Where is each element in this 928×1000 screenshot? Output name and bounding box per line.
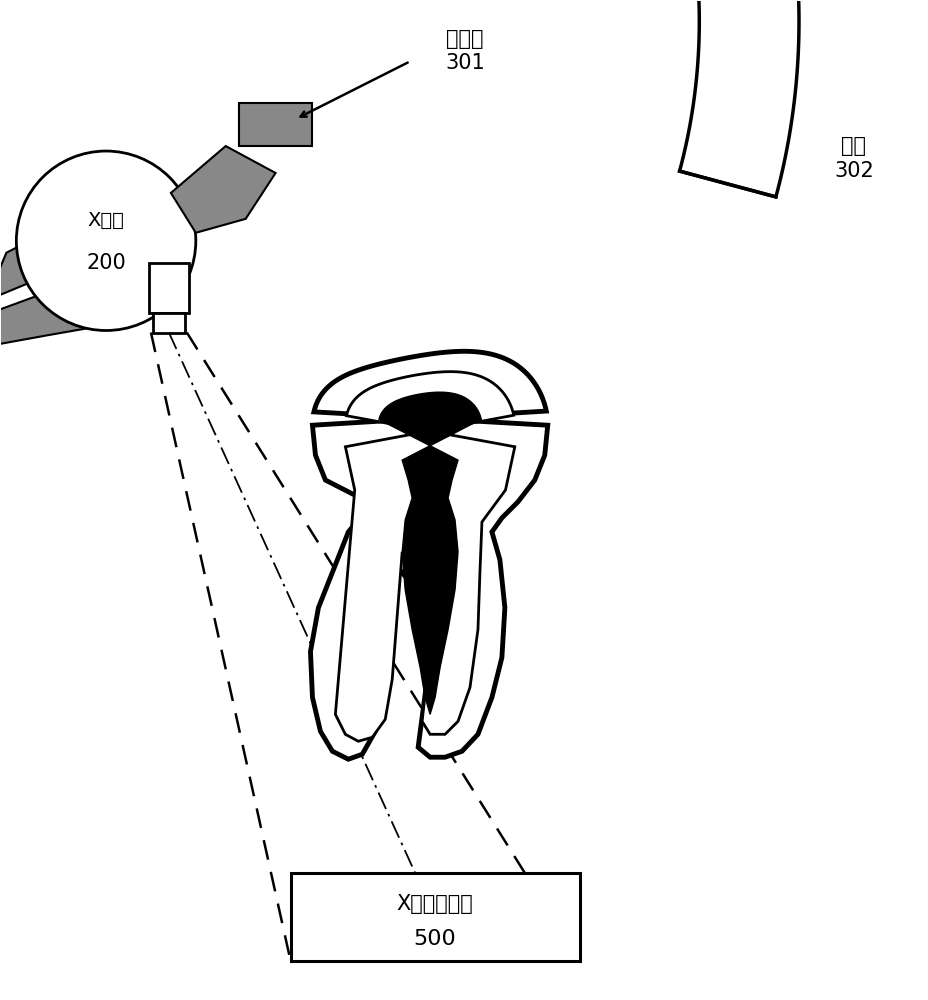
Circle shape xyxy=(17,151,196,331)
Polygon shape xyxy=(379,392,481,714)
Polygon shape xyxy=(335,372,514,741)
Text: 500: 500 xyxy=(413,929,456,949)
Polygon shape xyxy=(171,146,276,233)
Polygon shape xyxy=(310,351,548,759)
Text: X光机: X光机 xyxy=(87,211,124,230)
Polygon shape xyxy=(0,229,53,301)
Text: 滑轨: 滑轨 xyxy=(841,136,866,156)
Polygon shape xyxy=(0,283,143,345)
Polygon shape xyxy=(153,313,185,333)
Text: 301: 301 xyxy=(445,53,484,73)
Polygon shape xyxy=(148,263,188,313)
FancyBboxPatch shape xyxy=(290,873,579,961)
Text: X射线探测器: X射线探测器 xyxy=(396,894,473,914)
Polygon shape xyxy=(238,103,312,146)
Text: 302: 302 xyxy=(833,161,872,181)
Polygon shape xyxy=(337,0,798,197)
Text: 200: 200 xyxy=(86,253,126,273)
Text: 装载台: 装载台 xyxy=(445,29,483,49)
